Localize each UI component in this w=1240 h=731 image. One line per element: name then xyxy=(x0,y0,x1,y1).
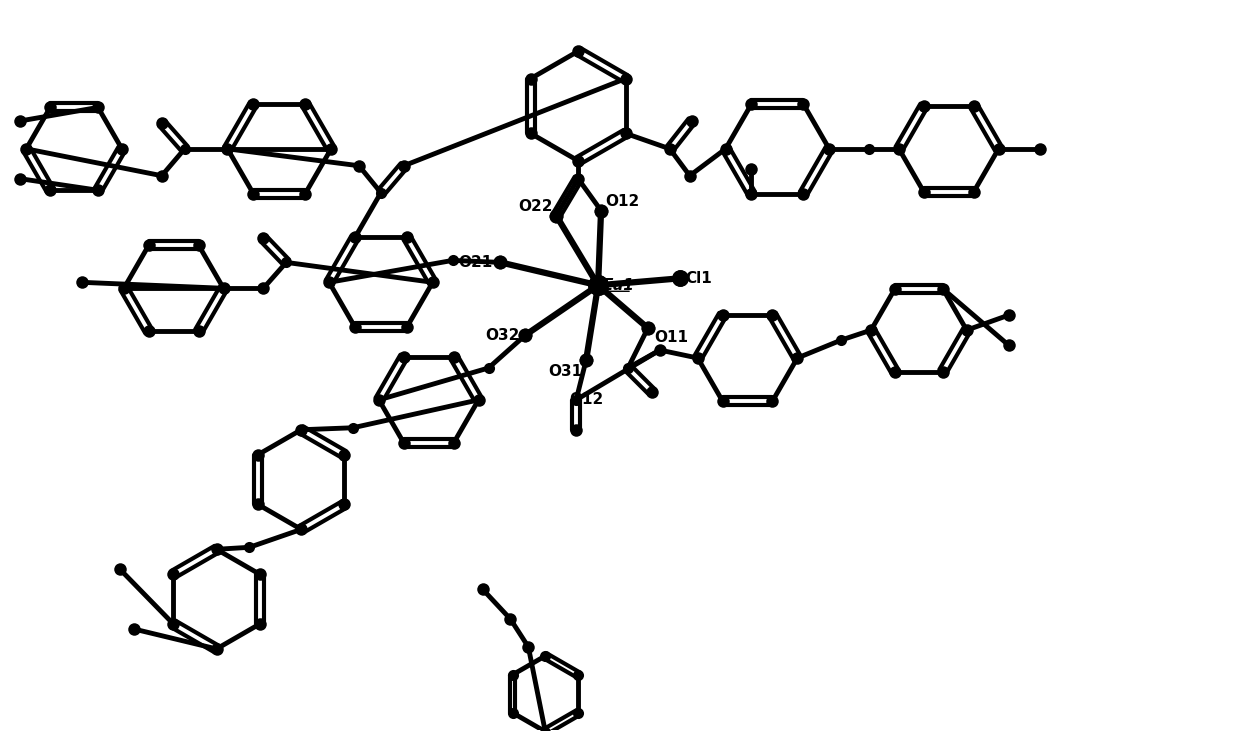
Text: O11: O11 xyxy=(653,330,688,345)
Text: O22: O22 xyxy=(518,199,552,213)
Text: O12: O12 xyxy=(569,392,603,407)
Text: Cl1: Cl1 xyxy=(686,270,713,286)
Text: O21: O21 xyxy=(459,255,492,270)
Text: O31: O31 xyxy=(548,364,582,379)
Text: O12: O12 xyxy=(605,194,640,208)
Text: O32: O32 xyxy=(485,327,520,343)
Text: Eu1: Eu1 xyxy=(603,278,635,293)
